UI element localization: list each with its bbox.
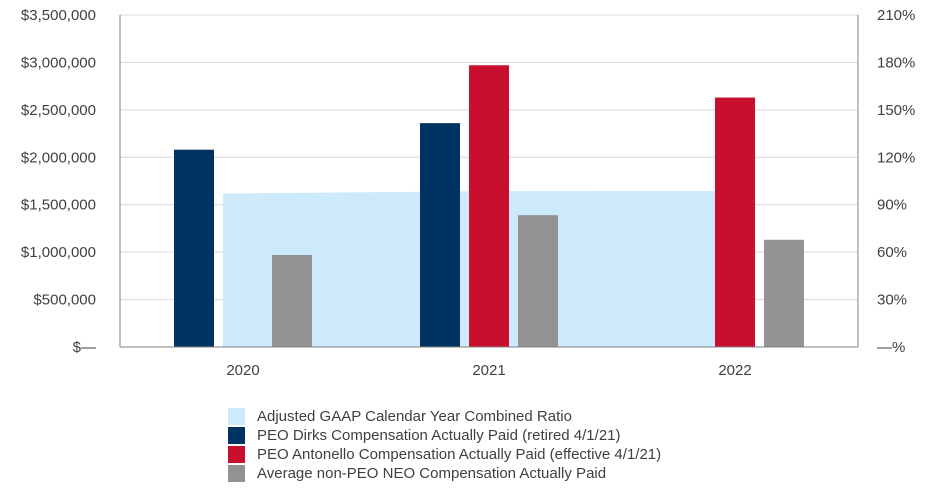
y-right-tick-label: 210% — [877, 7, 915, 24]
chart: $— $500,000 $1,000,000 $1,500,000 $2,000,000… — [21, 7, 915, 379]
y-right-tick-label: 120% — [877, 149, 915, 166]
y-left-tick-label: $3,500,000 — [21, 7, 96, 24]
legend-label-peo-dirks: PEO Dirks Compensation Actually Paid (re… — [257, 427, 621, 444]
x-tick-label: 2022 — [718, 362, 751, 379]
legend-item: PEO Antonello Compensation Actually Paid… — [228, 445, 661, 464]
bar-neo-average-2020 — [272, 254, 312, 347]
y-left-tick-label: $500,000 — [33, 292, 96, 309]
y-left-tick-label: $— — [73, 339, 96, 356]
legend-swatch-neo-average — [228, 465, 245, 482]
x-tick-label: 2020 — [226, 362, 259, 379]
y-right-tick-label: 180% — [877, 54, 915, 71]
bar-peo-dirks-2021 — [420, 123, 460, 347]
legend: Adjusted GAAP Calendar Year Combined Rat… — [228, 407, 661, 483]
legend-swatch-peo-antonello — [228, 446, 245, 463]
legend-swatch-peo-dirks — [228, 427, 245, 444]
bar-peo-dirks-2020 — [174, 149, 214, 347]
bar-peo-antonello-2021 — [469, 65, 509, 347]
y-left-tick-label: $2,000,000 — [21, 149, 96, 166]
bar-peo-antonello-2022 — [715, 97, 755, 347]
y-right-tick-label: 90% — [877, 197, 907, 214]
legend-label-combined-ratio: Adjusted GAAP Calendar Year Combined Rat… — [257, 408, 572, 425]
y-right-tick-label: 30% — [877, 292, 907, 309]
x-tick-label: 2021 — [472, 362, 505, 379]
legend-item: Average non-PEO NEO Compensation Actuall… — [228, 464, 661, 483]
y-left-tick-label: $3,000,000 — [21, 54, 96, 71]
legend-label-peo-antonello: PEO Antonello Compensation Actually Paid… — [257, 446, 662, 463]
legend-swatch-combined-ratio — [228, 408, 245, 425]
legend-item: Adjusted GAAP Calendar Year Combined Rat… — [228, 407, 661, 426]
bar-neo-average-2021 — [518, 215, 558, 347]
legend-item: PEO Dirks Compensation Actually Paid (re… — [228, 426, 661, 445]
y-left-tick-label: $2,500,000 — [21, 102, 96, 119]
y-left-tick-label: $1,000,000 — [21, 244, 96, 261]
legend-label-neo-average: Average non-PEO NEO Compensation Actuall… — [257, 465, 607, 482]
y-right-tick-label: 60% — [877, 244, 907, 261]
bar-neo-average-2022 — [764, 239, 804, 347]
y-left-tick-label: $1,500,000 — [21, 197, 96, 214]
y-right-tick-label: —% — [877, 339, 905, 356]
y-right-tick-label: 150% — [877, 102, 915, 119]
